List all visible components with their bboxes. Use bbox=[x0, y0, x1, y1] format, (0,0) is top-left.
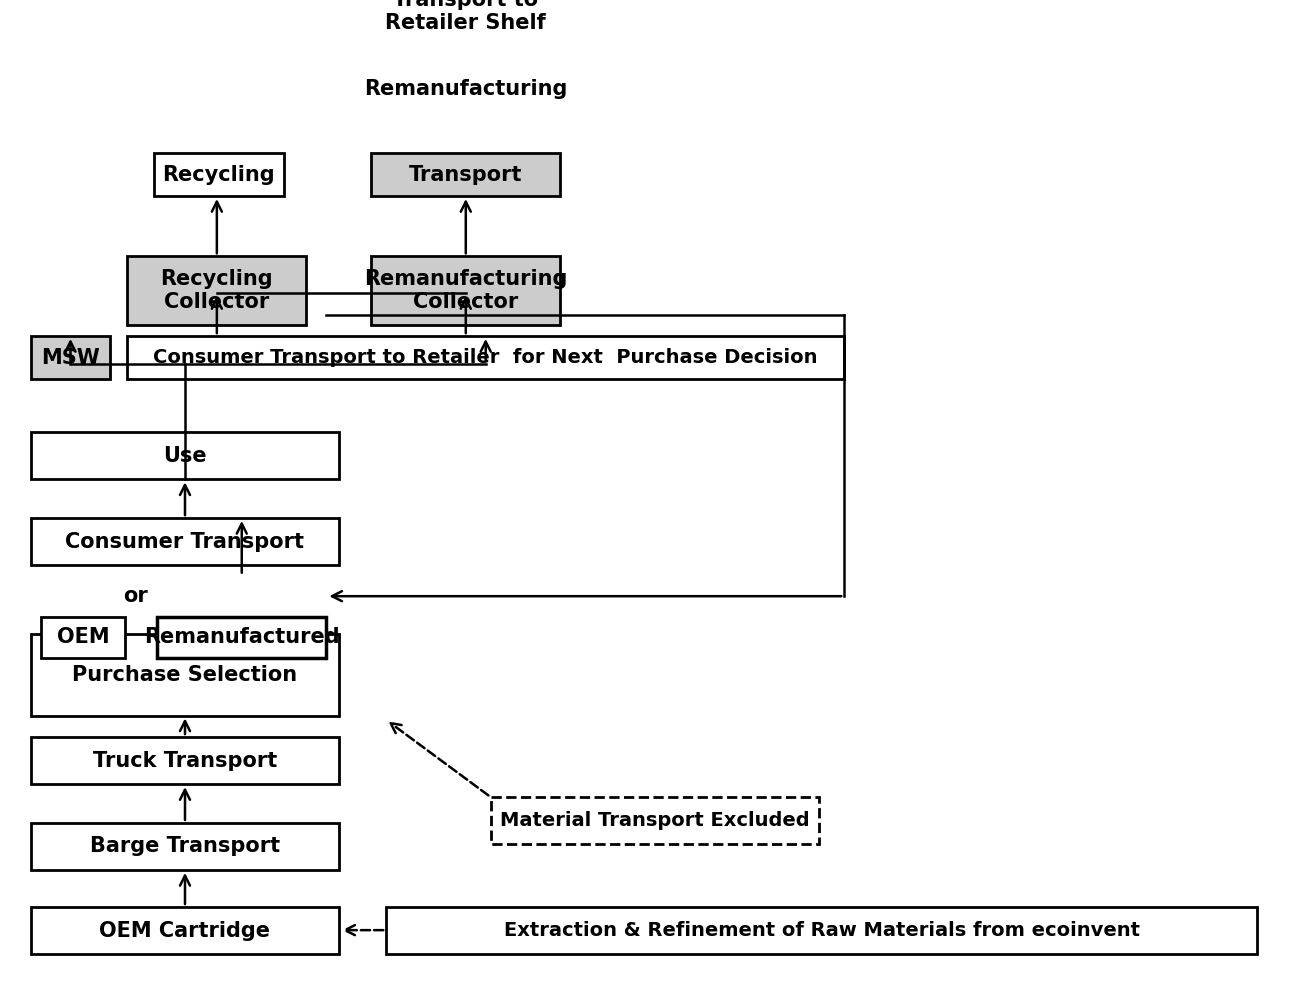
FancyBboxPatch shape bbox=[154, 153, 284, 196]
FancyBboxPatch shape bbox=[31, 433, 340, 480]
Text: Recycling: Recycling bbox=[162, 165, 275, 184]
Text: Truck Transport: Truck Transport bbox=[93, 750, 277, 771]
FancyBboxPatch shape bbox=[371, 153, 560, 196]
Text: Transport: Transport bbox=[410, 165, 522, 184]
Text: MSW: MSW bbox=[41, 347, 100, 368]
Text: Remanufacturing
Collector: Remanufacturing Collector bbox=[364, 269, 568, 312]
Text: Remanufacturing: Remanufacturing bbox=[364, 78, 568, 99]
FancyBboxPatch shape bbox=[40, 617, 126, 658]
FancyBboxPatch shape bbox=[491, 798, 819, 845]
FancyBboxPatch shape bbox=[31, 907, 340, 955]
FancyBboxPatch shape bbox=[31, 737, 340, 784]
Text: OEM Cartridge: OEM Cartridge bbox=[100, 920, 271, 941]
Text: Consumer Transport: Consumer Transport bbox=[66, 532, 305, 551]
FancyBboxPatch shape bbox=[31, 634, 340, 715]
FancyBboxPatch shape bbox=[371, 68, 560, 110]
FancyBboxPatch shape bbox=[127, 256, 306, 325]
FancyBboxPatch shape bbox=[371, 256, 560, 325]
Text: Barge Transport: Barge Transport bbox=[89, 837, 280, 856]
Text: Remanufactured: Remanufactured bbox=[144, 628, 340, 647]
Text: Transport to
Retailer Shelf: Transport to Retailer Shelf bbox=[385, 0, 546, 33]
Text: Extraction & Refinement of Raw Materials from ecoinvent: Extraction & Refinement of Raw Materials… bbox=[504, 921, 1139, 940]
FancyBboxPatch shape bbox=[31, 336, 110, 379]
FancyBboxPatch shape bbox=[157, 617, 327, 658]
FancyBboxPatch shape bbox=[31, 823, 340, 870]
FancyBboxPatch shape bbox=[371, 0, 560, 46]
Text: OEM: OEM bbox=[57, 628, 109, 647]
Text: Use: Use bbox=[163, 445, 207, 466]
FancyBboxPatch shape bbox=[31, 518, 340, 565]
Text: Recycling
Collector: Recycling Collector bbox=[161, 269, 273, 312]
FancyBboxPatch shape bbox=[127, 336, 844, 379]
Text: Consumer Transport to Retailer  for Next  Purchase Decision: Consumer Transport to Retailer for Next … bbox=[153, 348, 818, 367]
Text: Purchase Selection: Purchase Selection bbox=[73, 665, 298, 685]
Text: or: or bbox=[123, 587, 148, 606]
FancyBboxPatch shape bbox=[386, 907, 1257, 955]
Text: Material Transport Excluded: Material Transport Excluded bbox=[500, 811, 810, 830]
